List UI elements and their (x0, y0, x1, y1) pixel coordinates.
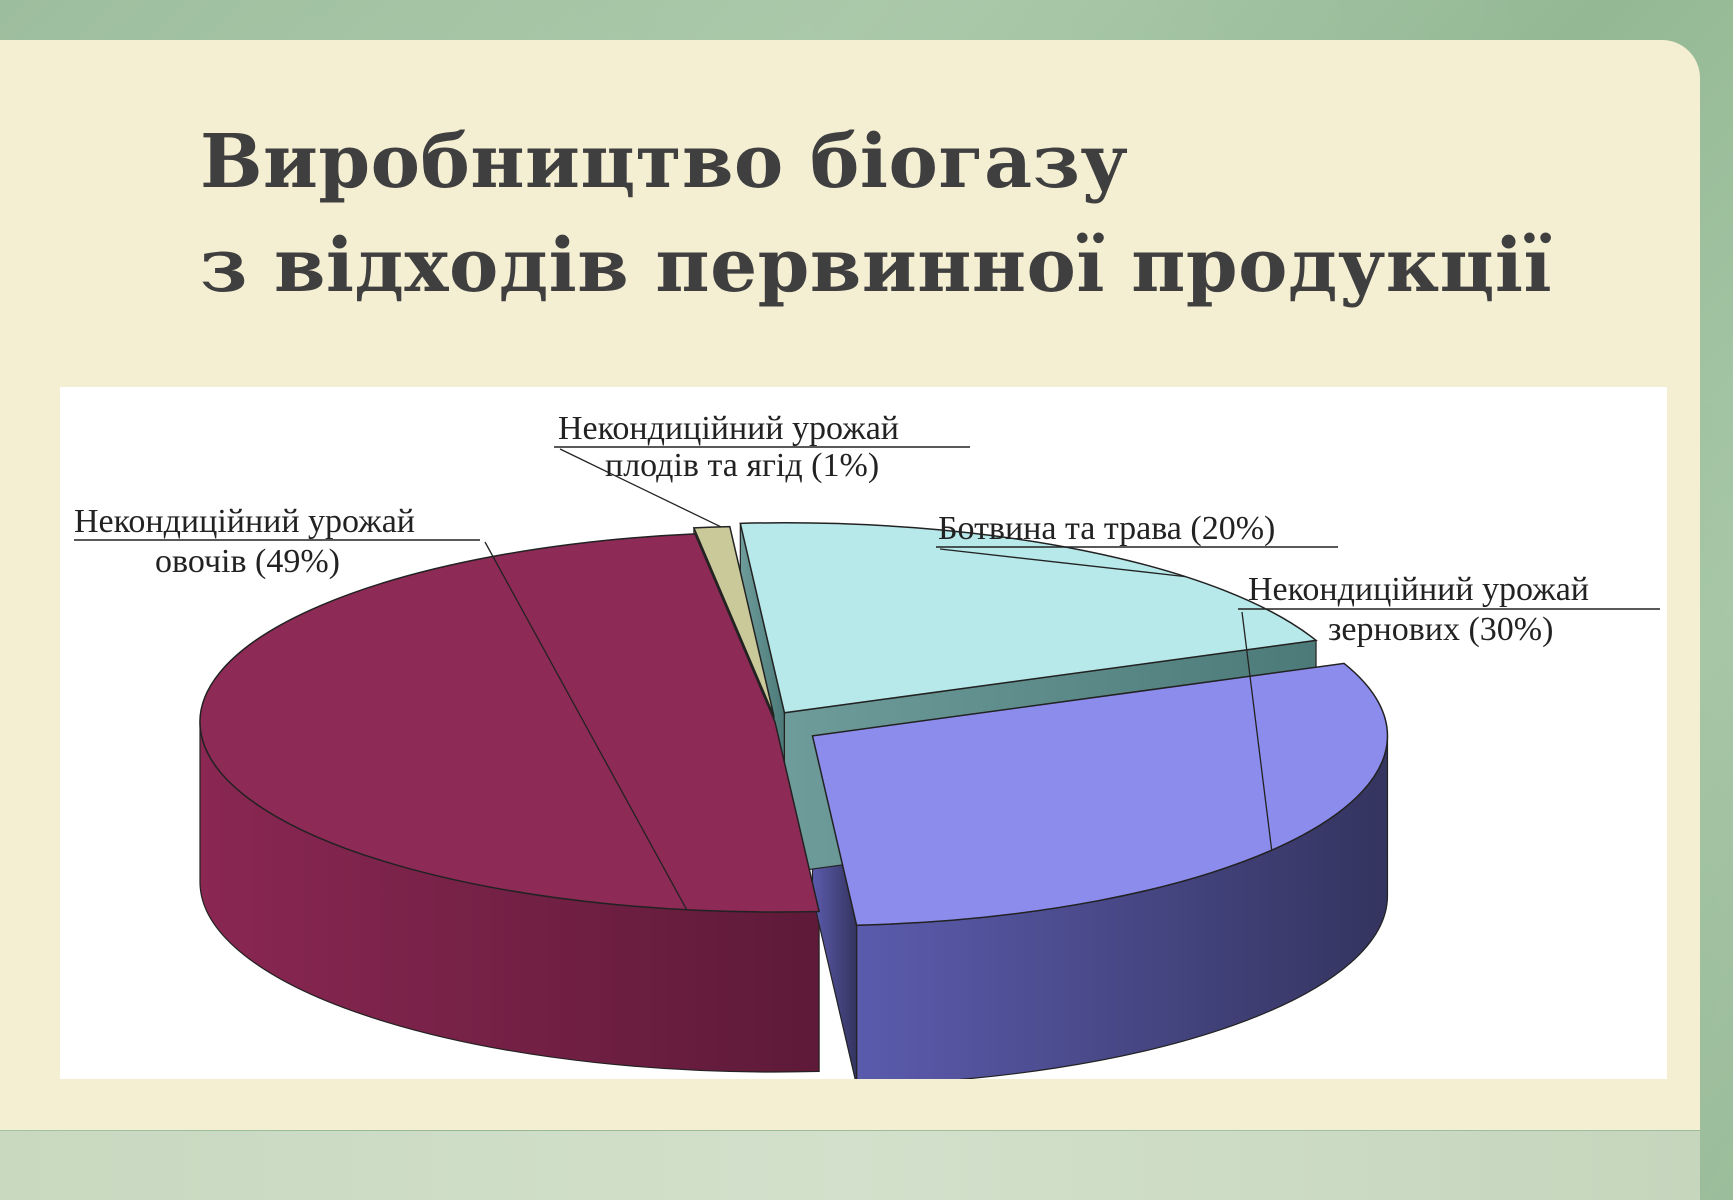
slide-title-line1: Виробництво біогазу (200, 119, 1129, 205)
pie-chart: Некондиційний урожай овочів (49%) Неконд… (74, 410, 1660, 1079)
label-tops-grass: Ботвина та трава (20%) (936, 510, 1338, 548)
label-tops-grass-line1: Ботвина та трава (20%) (938, 510, 1275, 547)
label-fruits: Некондиційний урожай плодів та ягід (1%) (554, 410, 970, 484)
label-vegetables-line2: овочів (49%) (155, 543, 340, 580)
slice-vegetables (199, 533, 821, 913)
leader-grains (1241, 611, 1273, 851)
label-vegetables-line1: Некондиційний урожай (74, 503, 415, 540)
label-fruits-line1: Некондиційний урожай (558, 410, 899, 447)
slice-fruits (692, 525, 775, 717)
slice-tops-grass (739, 522, 1318, 714)
slice-grains (811, 662, 1389, 927)
label-grains: Некондиційний урожай зернових (30%) (1238, 571, 1660, 648)
label-grains-line2: зернових (30%) (1328, 611, 1553, 648)
slide-title: Виробництво біогазу з відходів первинної… (200, 110, 1552, 318)
pie-chart-panel: Некондиційний урожай овочів (49%) Неконд… (60, 387, 1667, 1079)
leader-vegetables (484, 541, 688, 911)
leader-tops-grass (939, 548, 1186, 578)
label-grains-line1: Некондиційний урожай (1248, 571, 1589, 608)
slide-title-line2: з відходів первинної продукції (200, 223, 1553, 309)
label-fruits-line2: плодів та ягід (1%) (605, 447, 879, 484)
slide-bottom-band (0, 1131, 1700, 1200)
leader-fruits (559, 448, 722, 528)
label-vegetables: Некондиційний урожай овочів (49%) (74, 503, 480, 580)
